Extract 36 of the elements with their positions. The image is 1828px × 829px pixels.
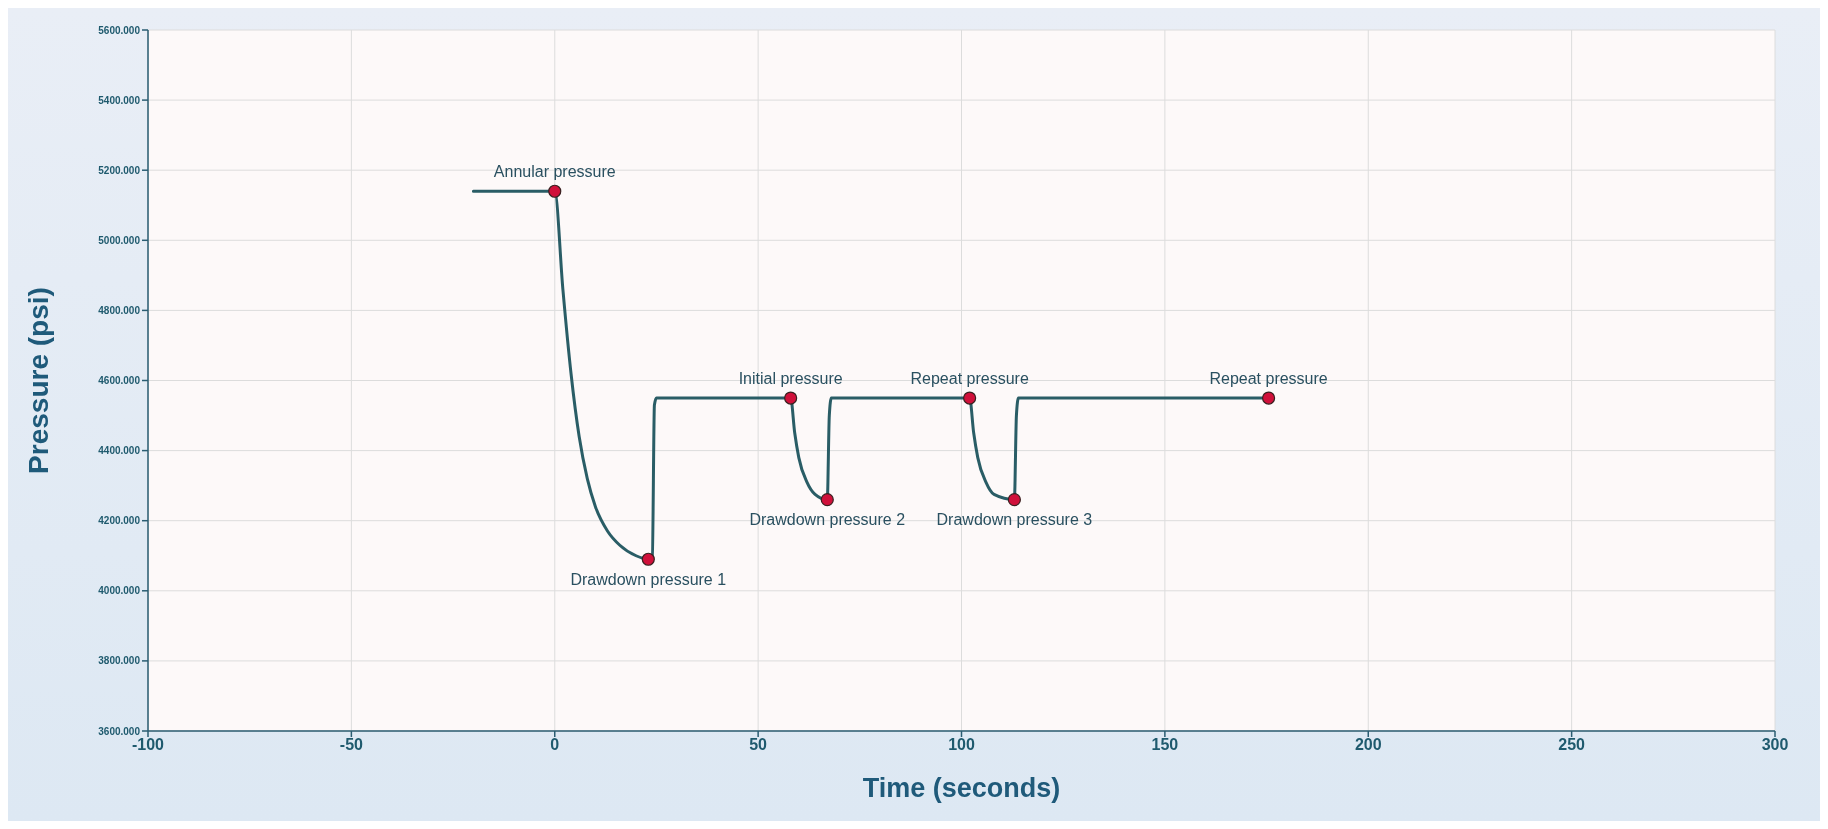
y-tick-label: 3800.000 — [98, 655, 141, 667]
point — [1007, 493, 1021, 507]
x-axis-title: Time (seconds) — [862, 773, 1061, 803]
annotation: Repeat pressure — [910, 370, 1029, 388]
x-tick-label: 150 — [1151, 736, 1179, 754]
y-tick-label: 4400.000 — [98, 445, 141, 457]
point — [963, 391, 977, 405]
x-tick-label: -50 — [339, 736, 364, 754]
point — [548, 184, 562, 198]
y-axis-title: Pressure (psi) — [22, 287, 54, 474]
x-tick-label: 300 — [1761, 736, 1789, 754]
y-tick-label: 4600.000 — [98, 375, 141, 387]
x-tick-label: -100 — [131, 736, 165, 754]
point — [641, 552, 655, 566]
annotation: Drawdown pressure 1 — [570, 570, 727, 588]
annotation: Repeat pressure — [1209, 370, 1328, 388]
y-tick-label: 4200.000 — [98, 515, 141, 527]
y-tick-label: 4800.000 — [98, 304, 141, 316]
y-tick-label: 5400.000 — [98, 94, 141, 106]
annotation: Drawdown pressure 3 — [936, 511, 1093, 529]
point — [784, 391, 798, 405]
x-tick-label: 200 — [1354, 736, 1382, 754]
annotation: Drawdown pressure 2 — [749, 511, 906, 529]
x-tick-label: 100 — [948, 736, 975, 754]
annotation: Initial pressure — [738, 370, 843, 388]
x-tick-label: 50 — [749, 736, 768, 754]
point — [1262, 391, 1276, 405]
y-tick-label: 5000.000 — [98, 234, 141, 246]
y-tick-label: 5600.000 — [98, 24, 141, 36]
annotation: Annular pressure — [493, 163, 616, 181]
y-tick-label: 3600.000 — [98, 725, 141, 737]
x-tick-label: 0 — [550, 736, 560, 754]
point — [820, 493, 834, 507]
y-tick-label: 4000.000 — [98, 585, 141, 597]
y-tick-label: 5200.000 — [98, 164, 141, 176]
x-tick-label: 250 — [1558, 736, 1586, 754]
